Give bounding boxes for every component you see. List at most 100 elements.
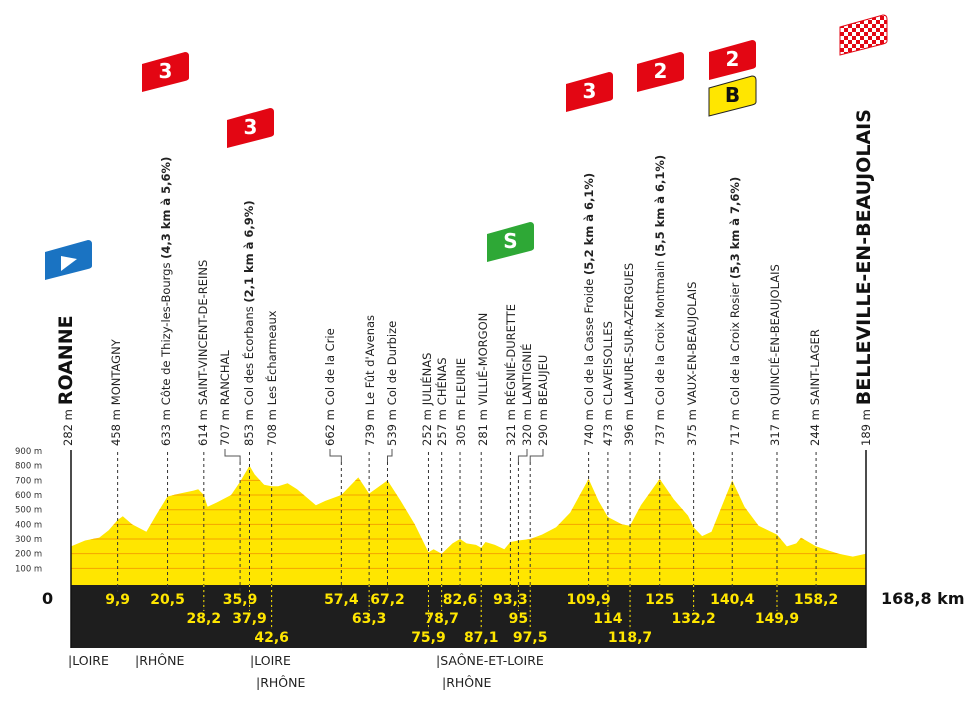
department-label: |LOIRE <box>68 653 109 668</box>
y-tick-label: 600 m <box>15 491 42 501</box>
km-label: 149,9 <box>755 611 799 627</box>
department-label: |RHÔNE <box>135 653 184 668</box>
waypoint-elevation: 320 m <box>520 409 534 446</box>
waypoint-name: LAMURE-SUR-AZERGUES <box>622 263 636 405</box>
km-label: 57,4 <box>324 592 359 608</box>
waypoint-name: Col de la Crie <box>323 328 337 405</box>
waypoint-name: Col de la Croix Montmain <box>653 257 667 405</box>
bonus-flag-icon: B <box>708 75 757 117</box>
km-label: 28,2 <box>187 611 222 627</box>
waypoint-label: 282 m ROANNE <box>55 315 77 446</box>
label-connector <box>329 449 342 462</box>
category-2-flag-icon: 2 <box>637 52 684 92</box>
start-km-label: 0 <box>42 589 53 608</box>
km-label: 9,9 <box>105 592 130 608</box>
waypoint-name: LANTIGNIÉ <box>519 343 534 405</box>
y-tick-label: 200 m <box>15 550 42 560</box>
waypoint-elevation: 739 m <box>363 409 377 446</box>
climb-detail: (5,2 km à 6,1%) <box>582 173 596 275</box>
waypoint-label: 708 m Les Écharmeaux <box>264 310 279 446</box>
waypoint-label: 375 m VAUX-EN-BEAUJOLAIS <box>685 282 699 446</box>
waypoint-label: 396 m LAMURE-SUR-AZERGUES <box>622 263 636 446</box>
waypoint-name: FLEURIE <box>454 358 468 405</box>
badges: 3 3 S 3 2 2 B <box>45 14 888 280</box>
waypoint-elevation: 321 m <box>504 409 518 446</box>
badge-text: 3 <box>159 59 173 83</box>
badge-text: 3 <box>244 115 258 139</box>
waypoint-name: Le Fût d'Avenas <box>363 315 377 405</box>
waypoint-name: Col de Durbize <box>385 321 399 405</box>
waypoint-elevation: 244 m <box>808 409 822 446</box>
sprint-flag-icon: S <box>487 222 534 262</box>
waypoint-elevation: 473 m <box>601 409 615 446</box>
badge-text: B <box>725 83 740 107</box>
waypoint-elevation: 717 m <box>728 409 742 446</box>
waypoint-name: ROANNE <box>55 315 77 405</box>
km-label: 109,9 <box>566 592 610 608</box>
waypoint-label: 305 m FLEURIE <box>454 358 468 446</box>
km-label: 20,5 <box>150 592 185 608</box>
waypoint-name: CLAVEISOLLES <box>601 321 615 405</box>
waypoint-elevation: 281 m <box>476 409 490 446</box>
km-label: 63,3 <box>352 611 387 627</box>
waypoint-label: 614 m SAINT-VINCENT-DE-REINS <box>196 260 210 446</box>
waypoint-elevation: 458 m <box>109 409 123 446</box>
waypoint-label: 662 m Col de la Crie <box>323 328 337 446</box>
department-label: |RHÔNE <box>442 675 491 690</box>
department-label: |RHÔNE <box>256 675 305 690</box>
waypoint-label: 707 m RANCHAL <box>218 350 232 446</box>
y-tick-label: 800 m <box>15 462 42 472</box>
label-connector <box>386 449 393 462</box>
waypoint-name: JULIÉNAS <box>419 353 434 407</box>
label-connector <box>224 449 241 462</box>
y-tick-label: 900 m <box>15 447 42 457</box>
waypoint-label: 633 m Côte de Thizy-les-Bourgs (4,3 km à … <box>159 157 173 446</box>
label-connector <box>517 449 528 462</box>
km-label: 125 <box>645 592 674 608</box>
y-tick-label: 500 m <box>15 506 42 516</box>
y-tick-label: 400 m <box>15 520 42 530</box>
waypoint-elevation: 737 m <box>653 409 667 446</box>
waypoint-name: Col des Écorbans <box>241 303 256 406</box>
y-axis: 100 m 200 m 300 m 400 m 500 m 600 m 700 m 800 m… <box>15 447 42 574</box>
km-label: 114 <box>593 611 622 627</box>
y-tick-label: 700 m <box>15 476 42 486</box>
waypoint-elevation: 614 m <box>196 409 210 446</box>
y-tick-label: 100 m <box>15 564 42 574</box>
waypoint-name: RÉGNIÉ-DURETTE <box>503 304 518 405</box>
waypoint-elevation: 282 m <box>61 409 75 446</box>
km-label: 75,9 <box>411 630 446 646</box>
department-label: |SAÔNE-ET-LOIRE <box>436 653 544 668</box>
waypoint-label: 473 m CLAVEISOLLES <box>601 321 615 446</box>
waypoint-label: 290 m BEAUJEU <box>536 355 550 446</box>
waypoint-elevation: 305 m <box>454 409 468 446</box>
waypoint-elevation: 317 m <box>768 409 782 446</box>
waypoint-label: 281 m VILLIÉ-MORGON <box>475 313 490 446</box>
waypoint-label: 853 m Col des Écorbans (2,1 km à 6,9%) <box>241 200 256 446</box>
waypoint-elevation: 257 m <box>435 409 449 446</box>
waypoint-elevation: 189 m <box>859 409 873 446</box>
start-flag-icon <box>45 240 92 280</box>
label-connector <box>529 449 544 462</box>
category-3-flag-icon: 3 <box>227 108 274 148</box>
waypoint-markers <box>117 449 817 630</box>
waypoint-label: 458 m MONTAGNY <box>109 338 123 446</box>
km-label: 97,5 <box>513 630 548 646</box>
km-label: 118,7 <box>608 630 652 646</box>
km-label: 140,4 <box>710 592 755 608</box>
waypoint-label: 189 m BELLEVILLE-EN-BEAUJOLAIS <box>853 109 875 446</box>
waypoint-name: CHÉNAS <box>434 357 449 405</box>
waypoint-elevation: 539 m <box>385 409 399 446</box>
waypoint-label: 257 m CHÉNAS <box>434 357 449 446</box>
end-km-label: 168,8 km <box>881 589 965 608</box>
waypoint-name: QUINCIÉ-EN-BEAUJOLAIS <box>767 264 782 405</box>
waypoint-name: SAINT-VINCENT-DE-REINS <box>196 260 210 406</box>
waypoint-label: 539 m Col de Durbize <box>385 321 399 446</box>
waypoint-name: MONTAGNY <box>109 338 123 405</box>
category-2-flag-icon: 2 <box>709 40 756 80</box>
km-label: 35,9 <box>223 592 258 608</box>
waypoint-elevation: 290 m <box>536 409 550 446</box>
waypoint-name: Les Écharmeaux <box>264 310 279 405</box>
checkered-flag-icon <box>839 14 888 56</box>
